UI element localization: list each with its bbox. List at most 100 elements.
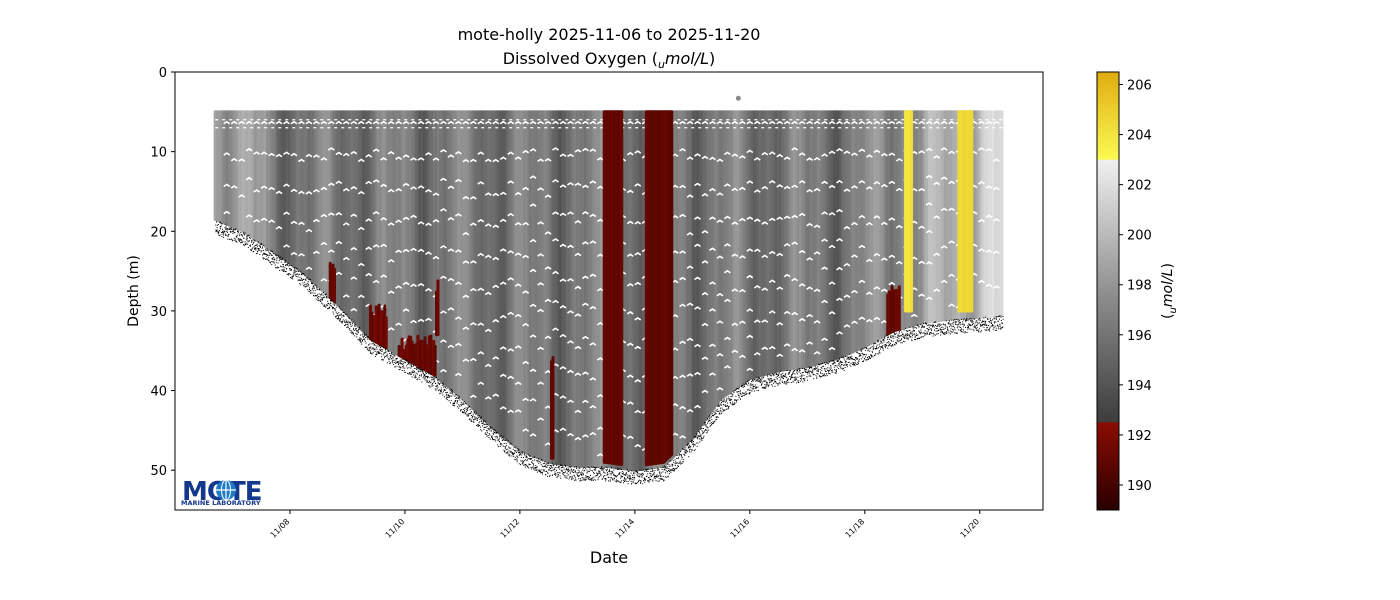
bottom-point bbox=[841, 361, 843, 363]
bottom-point bbox=[364, 339, 366, 341]
bottom-point bbox=[890, 335, 892, 337]
bottom-point bbox=[944, 333, 946, 335]
gap-mark bbox=[776, 153, 784, 158]
bottom-point bbox=[988, 329, 990, 331]
bottom-point bbox=[826, 362, 828, 364]
bottom-point bbox=[577, 469, 579, 471]
bottom-point bbox=[752, 379, 754, 381]
bottom-point bbox=[318, 293, 320, 295]
bottom-point bbox=[613, 477, 615, 479]
gap-mark bbox=[365, 154, 373, 158]
bottom-point bbox=[658, 480, 660, 482]
bottom-point bbox=[894, 343, 896, 345]
bottom-point bbox=[703, 431, 705, 433]
bottom-point bbox=[632, 473, 634, 475]
bottom-point bbox=[364, 346, 366, 348]
bottom-point bbox=[592, 466, 594, 468]
bottom-point bbox=[619, 481, 621, 483]
bottom-point bbox=[586, 469, 588, 471]
bottom-point bbox=[630, 478, 632, 480]
bottom-point bbox=[1002, 318, 1004, 320]
bottom-point bbox=[882, 345, 884, 347]
gap-mark bbox=[357, 158, 365, 163]
bottom-point bbox=[885, 344, 887, 346]
bottom-point bbox=[711, 423, 713, 425]
bottom-point bbox=[932, 335, 934, 337]
bottom-point bbox=[512, 453, 514, 455]
bottom-point bbox=[313, 285, 315, 287]
bottom-point bbox=[816, 370, 818, 372]
bottom-point bbox=[267, 256, 269, 258]
bottom-point bbox=[563, 469, 565, 471]
bottom-point bbox=[810, 371, 812, 373]
bottom-point bbox=[720, 409, 722, 411]
bottom-point bbox=[884, 336, 886, 338]
bottom-point bbox=[817, 368, 819, 370]
gap-mark bbox=[753, 248, 761, 253]
bottom-point bbox=[662, 479, 664, 481]
bottom-point bbox=[566, 472, 568, 474]
bottom-point bbox=[428, 376, 430, 378]
bottom-point bbox=[978, 328, 980, 330]
bottom-point bbox=[783, 381, 785, 383]
bottom-point bbox=[907, 330, 909, 332]
bottom-point bbox=[976, 321, 978, 323]
bottom-point bbox=[526, 459, 528, 461]
bottom-point bbox=[712, 413, 714, 415]
bottom-point bbox=[637, 482, 639, 484]
bottom-point bbox=[501, 439, 503, 441]
bottom-point bbox=[988, 328, 990, 330]
bottom-point bbox=[533, 463, 535, 465]
bottom-point bbox=[454, 394, 456, 396]
bottom-point bbox=[539, 469, 541, 471]
bottom-point bbox=[329, 300, 331, 302]
bottom-point bbox=[404, 367, 406, 369]
gap-mark bbox=[709, 372, 716, 376]
bottom-point bbox=[278, 266, 280, 268]
bottom-point bbox=[433, 380, 435, 382]
gap-mark bbox=[499, 156, 507, 161]
bottom-point bbox=[984, 322, 986, 324]
bottom-point bbox=[294, 274, 296, 276]
bottom-point bbox=[721, 412, 723, 414]
gap-mark bbox=[447, 248, 455, 252]
bottom-point bbox=[560, 465, 562, 467]
bottom-point bbox=[923, 325, 925, 327]
gap-mark bbox=[791, 347, 799, 352]
bottom-point bbox=[400, 367, 402, 369]
bottom-point bbox=[381, 351, 383, 353]
bottom-point bbox=[1001, 322, 1003, 324]
gap-mark bbox=[529, 268, 537, 273]
bottom-point bbox=[716, 410, 718, 412]
bottom-point bbox=[703, 423, 705, 425]
bottom-point bbox=[612, 478, 614, 480]
bottom-point bbox=[939, 323, 941, 325]
bottom-point bbox=[312, 290, 314, 292]
bottom-point bbox=[992, 328, 994, 330]
bottom-point bbox=[688, 446, 690, 448]
gap-mark bbox=[709, 343, 716, 348]
bottom-point bbox=[487, 427, 489, 429]
gap-mark bbox=[709, 308, 716, 312]
bottom-point bbox=[610, 467, 612, 469]
bottom-point bbox=[646, 475, 648, 477]
gap-mark bbox=[694, 343, 701, 348]
bottom-point bbox=[461, 399, 463, 401]
bottom-point bbox=[979, 320, 981, 322]
bottom-point bbox=[467, 409, 469, 411]
bottom-point bbox=[801, 375, 803, 377]
gap-mark bbox=[821, 238, 829, 243]
bottom-point bbox=[968, 324, 970, 326]
bottom-point bbox=[507, 448, 509, 450]
bottom-point bbox=[786, 379, 788, 381]
bottom-point bbox=[215, 229, 217, 231]
bottom-point bbox=[688, 444, 690, 446]
bottom-point bbox=[535, 460, 537, 462]
gap-mark bbox=[738, 217, 746, 222]
bottom-point bbox=[575, 472, 577, 474]
gap-mark bbox=[723, 269, 731, 274]
gap-mark bbox=[873, 252, 881, 257]
bottom-point bbox=[988, 324, 990, 326]
gap-mark bbox=[783, 273, 791, 278]
bottom-point bbox=[742, 383, 744, 385]
